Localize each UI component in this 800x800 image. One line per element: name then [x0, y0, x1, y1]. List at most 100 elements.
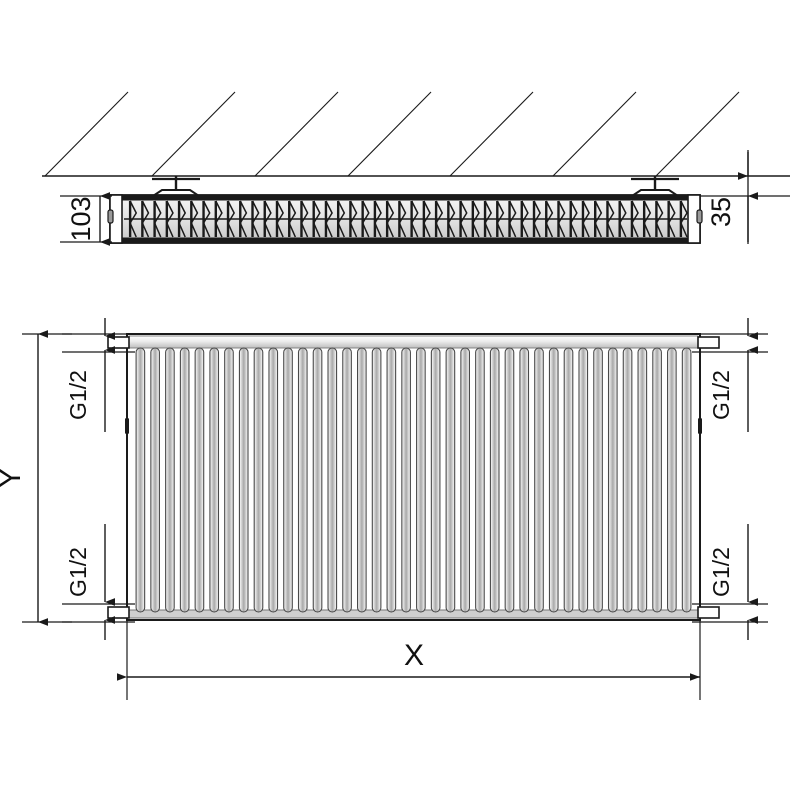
- fin-corrugation: [667, 200, 676, 238]
- dimension-width-label: X: [404, 639, 424, 672]
- panel-channel: [667, 347, 677, 613]
- fin-corrugation: [288, 200, 297, 238]
- fin-corrugation: [557, 200, 566, 238]
- panel-channel: [224, 347, 234, 613]
- fin-corrugation: [251, 200, 260, 238]
- fin-corrugation: [520, 200, 529, 238]
- fin-corrugation: [263, 200, 272, 238]
- connection-stub-bottom-right: [697, 606, 720, 619]
- panel-channel: [386, 347, 397, 613]
- port-label-top-right-text: G1/2: [708, 370, 734, 420]
- top-section-view: 103 35: [42, 91, 790, 246]
- panel-channel: [416, 347, 426, 613]
- fin-corrugation: [153, 200, 162, 238]
- fin-corrugation: [374, 200, 382, 238]
- panel-channel: [283, 347, 293, 613]
- panel-channel: [475, 347, 485, 613]
- wall-hatching: [42, 91, 790, 177]
- fin-corrugation: [214, 200, 223, 238]
- fin-corrugation: [239, 200, 248, 238]
- fin-corrugation: [618, 200, 627, 238]
- panel-channel: [253, 347, 264, 613]
- dimension-height-Y: Y: [0, 330, 72, 626]
- fin-corrugation: [398, 200, 407, 238]
- port-label-bottom-right: G1/2: [692, 524, 768, 640]
- fin-corrugation: [496, 200, 505, 238]
- section-radiator-body: [107, 194, 703, 244]
- panel-channel: [268, 347, 279, 613]
- panel-channel: [150, 347, 160, 613]
- panel-channel: [194, 347, 205, 613]
- dimension-width-X: X: [117, 620, 701, 700]
- fin-corrugation: [643, 200, 652, 238]
- panel-channel: [460, 347, 471, 613]
- panel-channel: [652, 347, 662, 613]
- dimension-wallgap-35: 35: [700, 150, 790, 244]
- panel-channel: [401, 347, 411, 613]
- port-label-top-left-text: G1/2: [65, 370, 91, 420]
- dimension-depth-label: 103: [66, 196, 96, 241]
- dimension-wallgap-label: 35: [706, 197, 736, 227]
- panel-channel: [489, 347, 500, 613]
- fin-corrugation: [447, 200, 456, 238]
- fin-corrugation: [190, 200, 199, 238]
- port-label-bottom-left: G1/2: [62, 524, 135, 640]
- left-vent-nub: [125, 418, 129, 434]
- fin-corrugation: [508, 200, 517, 238]
- fin-corrugation: [349, 200, 358, 238]
- panel-channel: [578, 347, 589, 613]
- fin-corrugation: [594, 200, 603, 238]
- fin-corrugation: [129, 200, 138, 238]
- fin-corrugation: [165, 200, 174, 238]
- port-label-bottom-right-text: G1/2: [708, 547, 734, 597]
- port-label-top-left: G1/2: [62, 318, 135, 432]
- fin-corrugation: [545, 200, 554, 238]
- fin-corrugation: [680, 200, 688, 238]
- fin-corrugation: [202, 200, 211, 238]
- panel-channel: [622, 347, 633, 613]
- fin-corrugation: [606, 200, 615, 238]
- fin-corrugation: [582, 200, 590, 238]
- convector-fins: [124, 200, 688, 238]
- port-label-bottom-left-text: G1/2: [65, 547, 91, 597]
- fin-corrugation: [337, 200, 346, 238]
- panel-channel: [534, 347, 544, 613]
- panel-channel: [593, 347, 603, 613]
- fin-corrugation: [410, 200, 419, 238]
- panel-channel: [548, 347, 559, 613]
- panel-channel: [297, 347, 308, 613]
- port-label-top-right: G1/2: [692, 318, 768, 432]
- fin-corrugation: [227, 200, 236, 238]
- fin-corrugation: [141, 200, 150, 238]
- panel-channel: [607, 347, 618, 613]
- front-radiator-body: [125, 333, 702, 621]
- fin-corrugation: [631, 200, 639, 238]
- fin-corrugation: [459, 200, 468, 238]
- fin-corrugation: [312, 200, 321, 238]
- panel-channel: [209, 347, 220, 613]
- panel-channel: [445, 347, 456, 613]
- panel-channel: [681, 347, 692, 613]
- fin-corrugation: [386, 200, 395, 238]
- fin-corrugation: [300, 200, 309, 238]
- panel-channel: [563, 347, 574, 613]
- panel-channels: [135, 347, 692, 613]
- fin-corrugation: [361, 200, 370, 238]
- panel-channel: [312, 347, 323, 613]
- fin-corrugation: [178, 200, 187, 238]
- panel-channel: [371, 347, 382, 613]
- panel-channel: [327, 347, 338, 613]
- panel-channel: [519, 347, 530, 613]
- connection-stub-top-left: [107, 336, 130, 349]
- panel-channel: [342, 347, 352, 613]
- panel-channel: [637, 347, 648, 613]
- connection-stub-bottom-left: [107, 606, 130, 619]
- fin-corrugation: [484, 200, 493, 238]
- fin-corrugation: [471, 200, 480, 238]
- panel-channel: [356, 347, 367, 613]
- fin-corrugation: [423, 200, 431, 238]
- fin-corrugation: [325, 200, 333, 238]
- fin-corrugation: [655, 200, 664, 238]
- fin-corrugation: [569, 200, 578, 238]
